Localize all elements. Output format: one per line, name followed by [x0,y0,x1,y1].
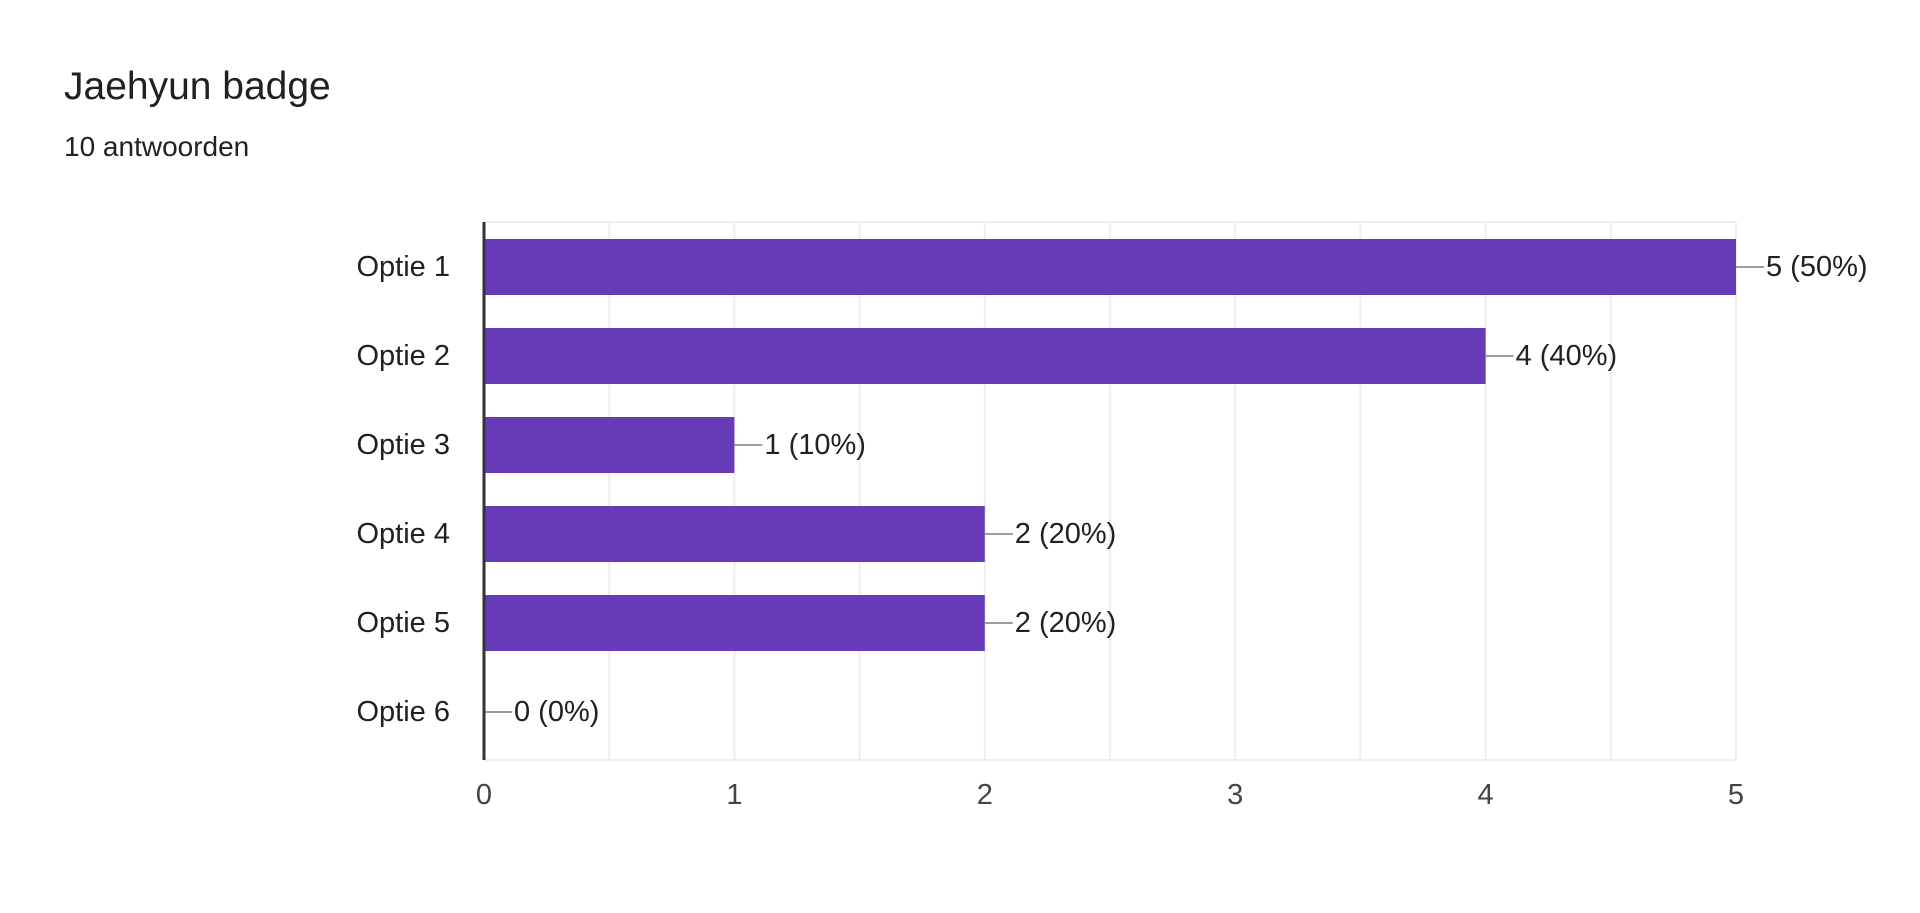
category-label: Optie 6 [357,696,451,728]
bar-layer [484,239,1764,713]
data-label: 2 (20%) [1015,518,1117,550]
category-label: Optie 1 [357,251,451,283]
question-title: Jaehyun badge [64,65,331,108]
x-tick-label: 1 [726,779,742,811]
x-tick-label: 3 [1227,779,1243,811]
grid-layer [484,221,1737,761]
label-layer: 5 (50%) Optie 1 4 (40%) Optie 2 1 (10%) Optie… [357,251,1868,811]
category-label: Optie 4 [357,518,451,550]
category-label: Optie 2 [357,340,451,372]
data-label: 5 (50%) [1766,251,1868,283]
bar [484,506,985,562]
bar [484,595,985,651]
x-tick-label: 4 [1478,779,1494,811]
category-label: Optie 5 [357,607,451,639]
response-count: 10 antwoorden [64,131,250,162]
data-label: 1 (10%) [764,429,866,461]
bar [484,239,1736,295]
bar [484,417,735,473]
data-label: 2 (20%) [1015,607,1117,639]
x-tick-label: 0 [476,779,492,811]
x-tick-label: 5 [1728,779,1744,811]
data-label: 0 (0%) [514,696,599,728]
bar [484,328,1486,384]
x-tick-label: 2 [977,779,993,811]
category-label: Optie 3 [357,429,451,461]
data-label: 4 (40%) [1516,340,1618,372]
